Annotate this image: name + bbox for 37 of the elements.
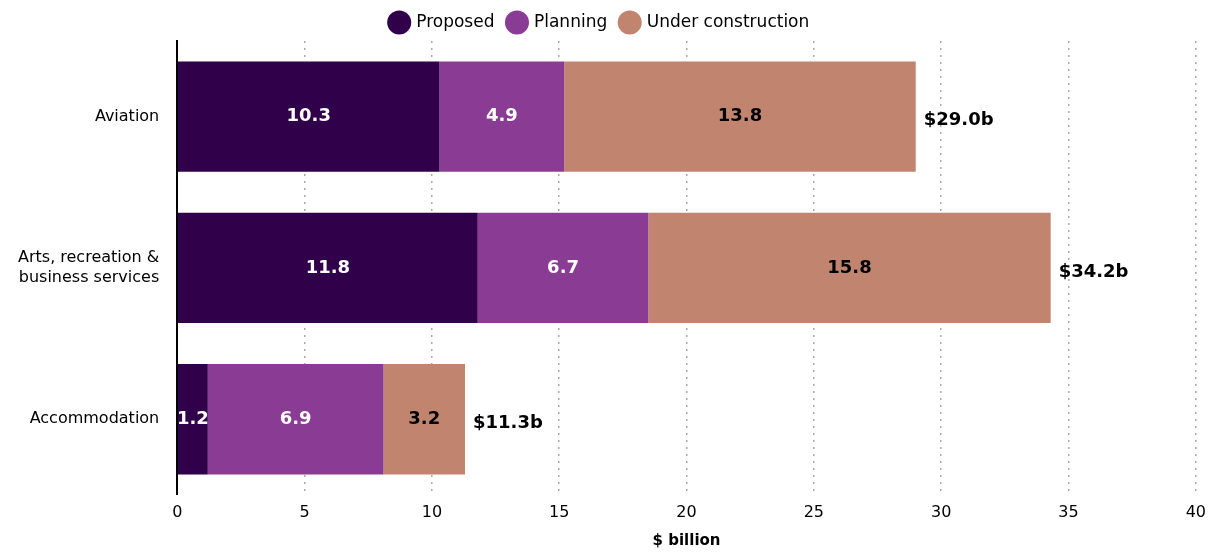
x-tick-label: 35 — [1058, 501, 1079, 521]
x-axis-title: $ billion — [652, 530, 721, 549]
data-label: 6.9 — [279, 406, 312, 428]
data-label: 1.2 — [176, 406, 209, 428]
bar — [178, 61, 440, 172]
bar — [439, 61, 565, 172]
data-label: 15.8 — [827, 255, 872, 277]
x-tick-label: 15 — [549, 501, 570, 521]
total-label: $34.2b — [1058, 259, 1129, 281]
x-tick-label: 30 — [931, 501, 952, 521]
bar — [207, 363, 384, 475]
y-tick-label: Arts, recreation & business services — [17, 247, 160, 286]
y-tick-label: Accommodation — [29, 408, 160, 428]
bar — [564, 61, 916, 172]
data-label: 6.7 — [547, 255, 579, 277]
x-tick-label: 25 — [803, 501, 825, 521]
data-label: 11.8 — [305, 255, 351, 277]
total-label: $29.0b — [923, 108, 994, 130]
y-tick-label: Aviation — [94, 105, 160, 125]
x-tick-label: 40 — [1185, 501, 1206, 521]
bar — [383, 363, 465, 475]
data-label: 13.8 — [717, 104, 763, 126]
bar — [178, 212, 478, 324]
x-tick-label: 20 — [676, 501, 697, 521]
x-tick-label: 0 — [172, 501, 183, 521]
data-label: 10.3 — [286, 104, 331, 126]
bar — [648, 212, 1051, 324]
legend-label: Under construction — [646, 10, 810, 31]
data-label: 4.9 — [485, 104, 518, 126]
bar — [477, 212, 649, 324]
data-label: 3.2 — [408, 406, 441, 428]
bar — [178, 363, 208, 475]
x-tick-label: 10 — [421, 501, 443, 521]
total-label: $11.3b — [473, 410, 543, 432]
legend-label: Planning — [533, 10, 608, 31]
legend-label: Proposed — [416, 10, 495, 31]
x-tick-label: 5 — [299, 501, 310, 521]
